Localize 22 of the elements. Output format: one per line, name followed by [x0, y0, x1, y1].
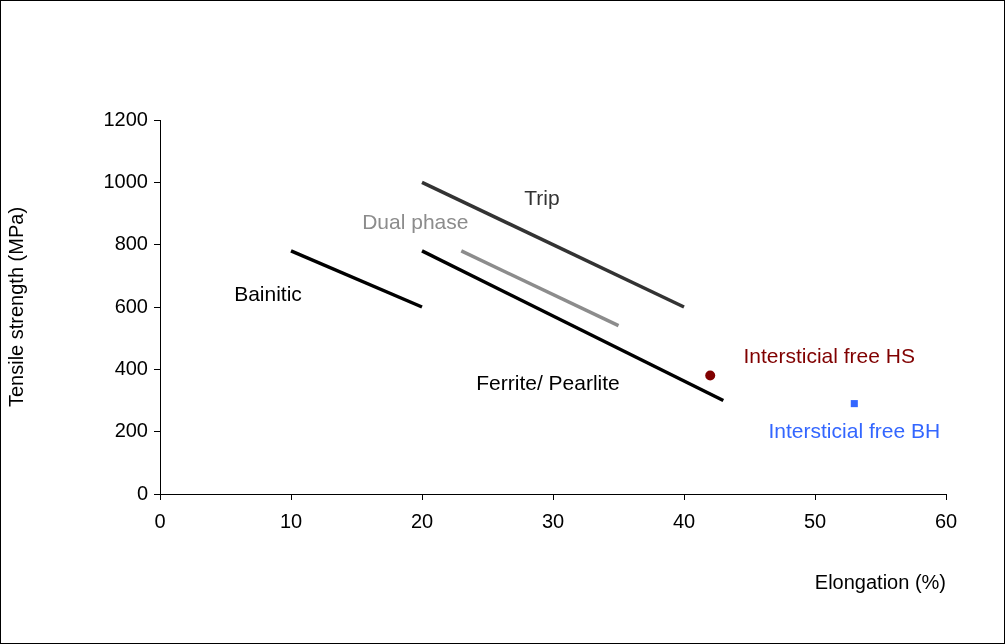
- series-label: Ferrite/ Pearlite: [476, 370, 620, 394]
- y-tick-label: 800: [114, 232, 148, 255]
- x-tick-label: 50: [803, 509, 827, 532]
- series-label: Dual phase: [362, 209, 469, 233]
- series-label: Intersticial free BH: [768, 419, 941, 443]
- y-tick-label: 200: [114, 419, 148, 442]
- x-tick-label: 30: [541, 509, 565, 532]
- y-tick-label: 400: [114, 356, 148, 379]
- x-axis-title: Elongation (%): [814, 570, 946, 593]
- x-tick-label: 0: [154, 509, 166, 532]
- y-tick-label: 1200: [103, 107, 148, 130]
- series-label: Trip: [524, 186, 560, 210]
- x-tick-label: 40: [672, 509, 696, 532]
- x-tick-label: 60: [934, 509, 958, 532]
- series-label: Intersticial free HS: [743, 344, 915, 368]
- x-tick-label: 10: [279, 509, 303, 532]
- y-tick-label: 600: [114, 294, 148, 317]
- y-tick-label: 0: [136, 481, 148, 504]
- x-tick-label: 20: [410, 509, 434, 532]
- series-label: Bainitic: [234, 281, 302, 305]
- y-axis-title: Tensile strength (MPa): [4, 206, 27, 408]
- y-tick-label: 1000: [103, 169, 148, 192]
